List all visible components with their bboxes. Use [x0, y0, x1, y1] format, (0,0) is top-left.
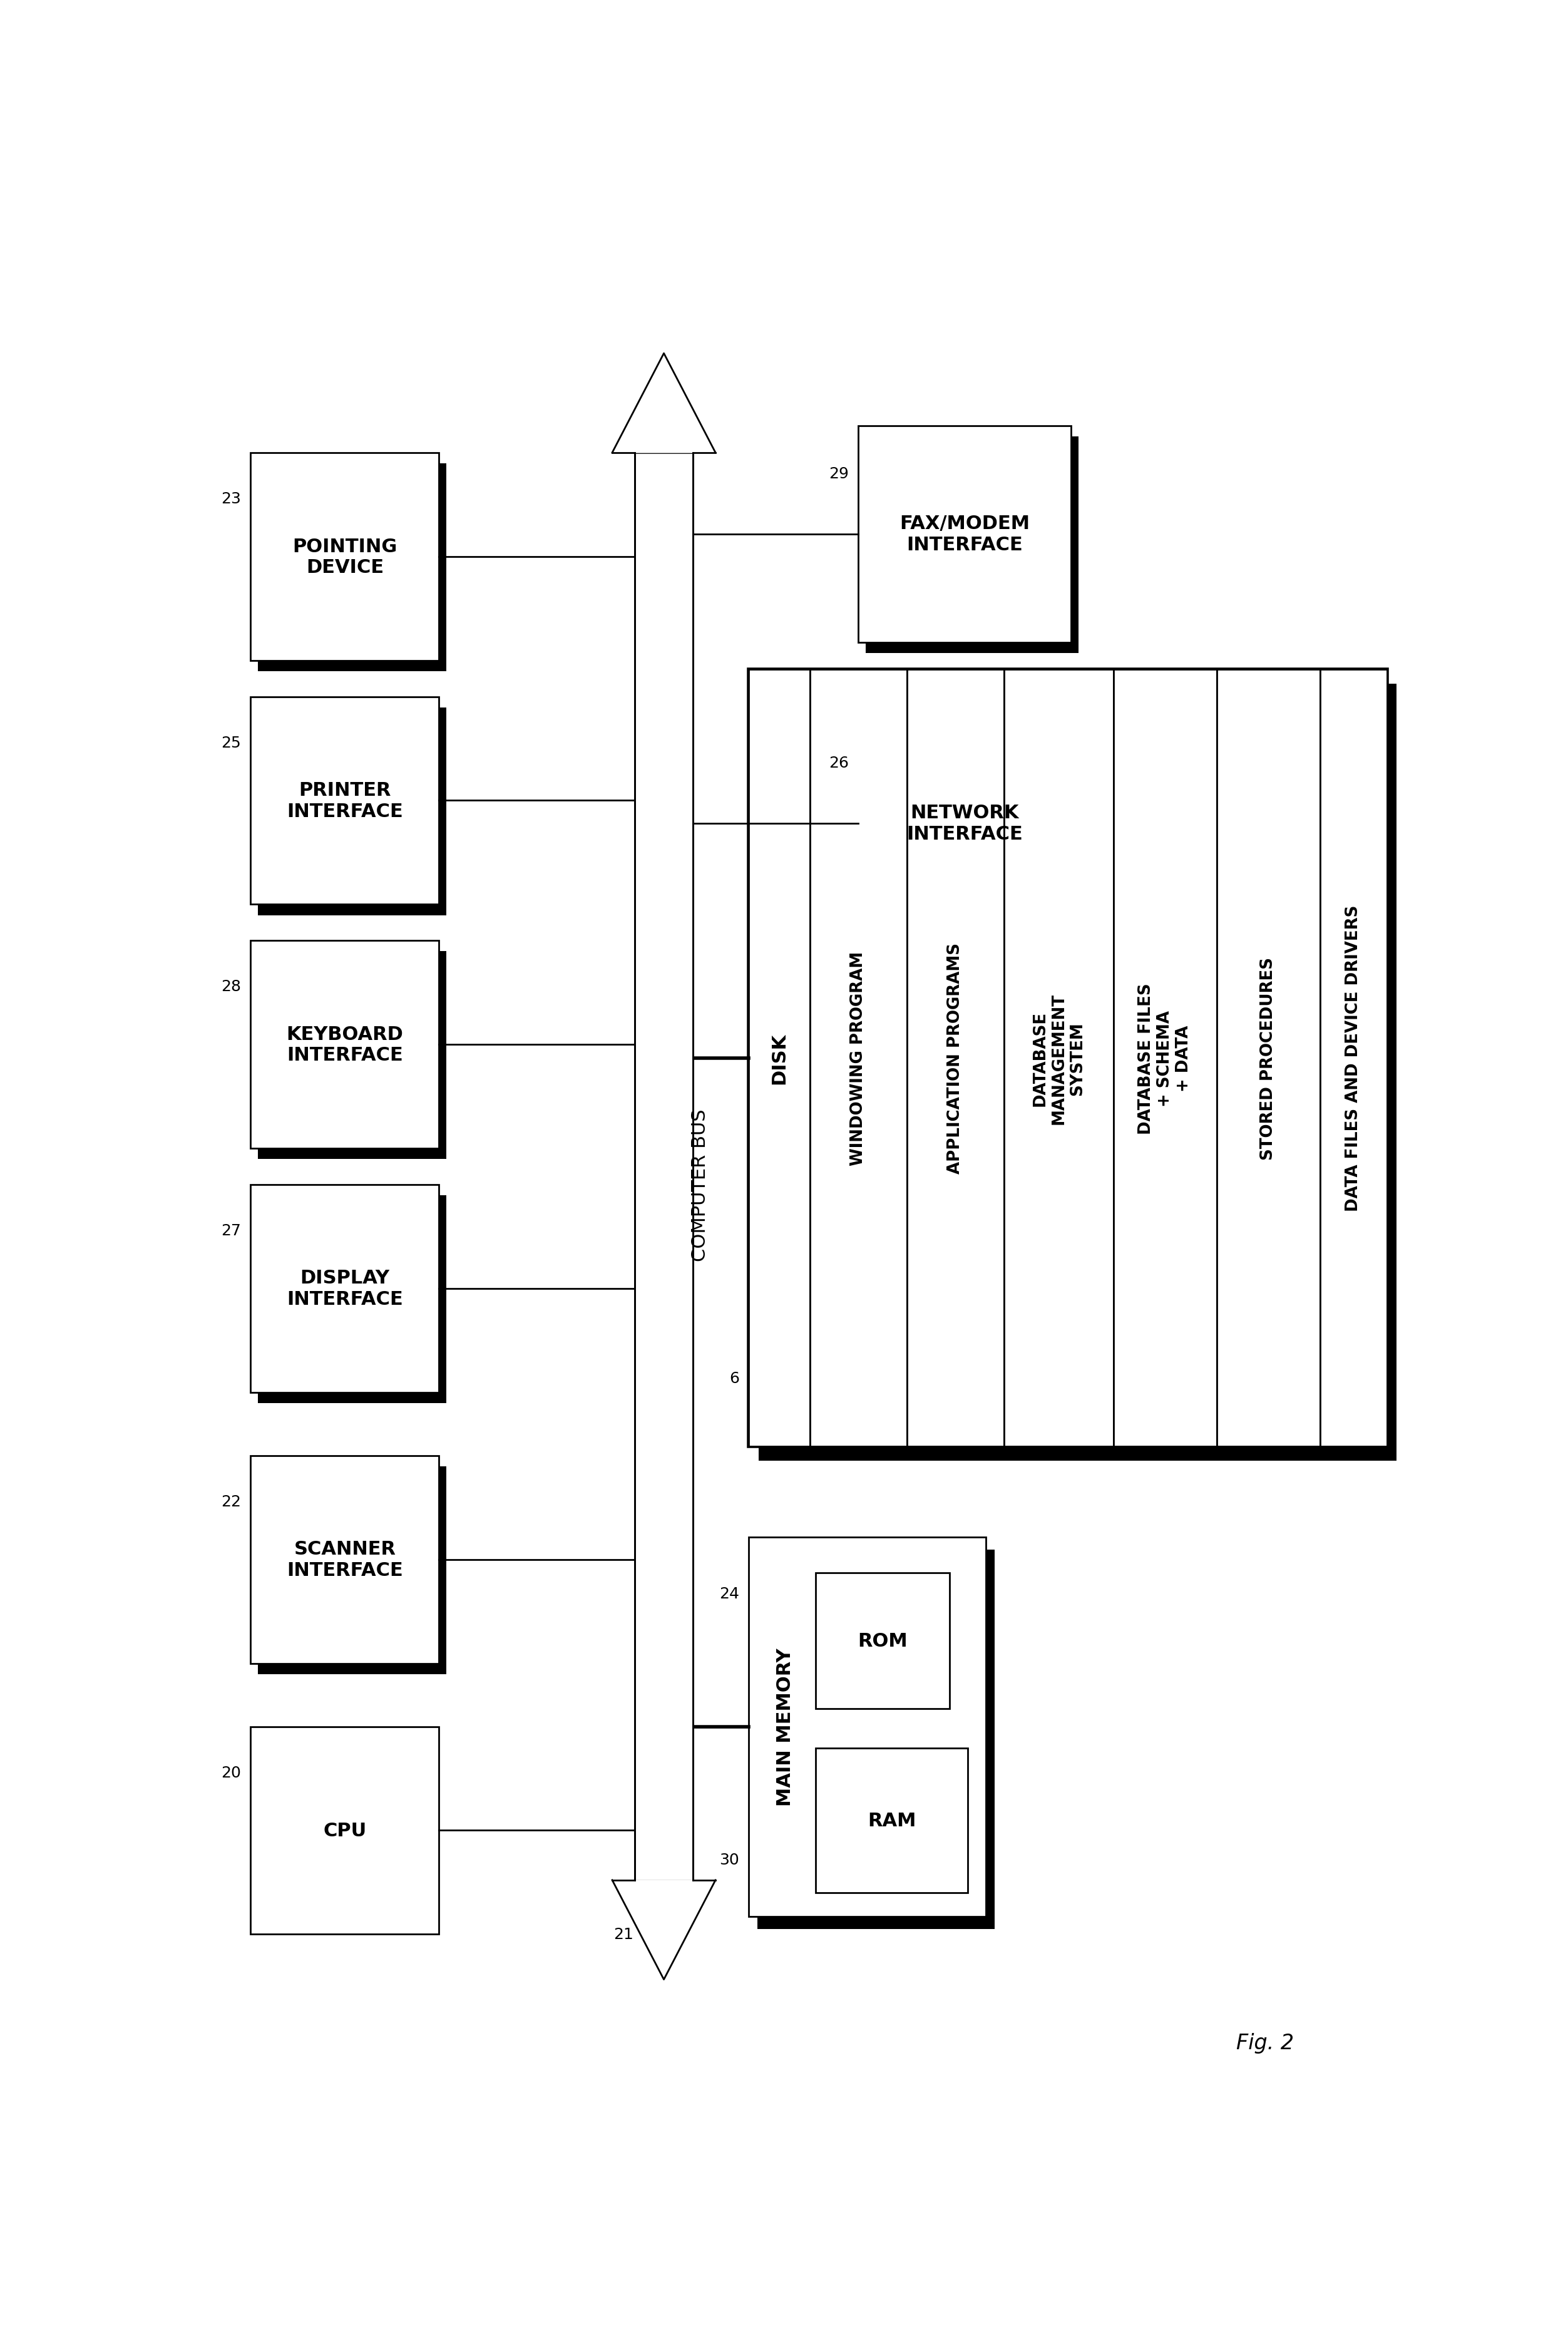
- Bar: [757, 1551, 994, 1928]
- Bar: [251, 1727, 439, 1935]
- Bar: [750, 671, 809, 1447]
- Text: MAIN MEMORY: MAIN MEMORY: [776, 1647, 795, 1806]
- Text: COMPUTER BUS: COMPUTER BUS: [691, 1107, 709, 1262]
- Text: POINTING
DEVICE: POINTING DEVICE: [293, 537, 397, 577]
- Bar: [815, 1574, 950, 1708]
- Polygon shape: [612, 354, 715, 453]
- Text: 21: 21: [613, 1926, 633, 1942]
- Text: 20: 20: [221, 1764, 241, 1781]
- Text: RAM: RAM: [867, 1811, 916, 1830]
- Text: 25: 25: [221, 734, 241, 751]
- Text: CPU: CPU: [323, 1820, 367, 1839]
- Text: ROM: ROM: [858, 1633, 908, 1649]
- Bar: [809, 671, 906, 1447]
- Text: 22: 22: [221, 1494, 241, 1508]
- Bar: [251, 941, 439, 1150]
- Text: 27: 27: [221, 1222, 241, 1239]
- Text: DATA FILES AND DEVICE DRIVERS: DATA FILES AND DEVICE DRIVERS: [1345, 906, 1361, 1211]
- Text: NETWORK
INTERFACE: NETWORK INTERFACE: [906, 805, 1022, 842]
- Bar: [251, 453, 439, 662]
- Bar: [858, 716, 1071, 931]
- Text: SCANNER
INTERFACE: SCANNER INTERFACE: [287, 1539, 403, 1579]
- Bar: [251, 697, 439, 906]
- Bar: [906, 671, 1004, 1447]
- Text: PRINTER
INTERFACE: PRINTER INTERFACE: [287, 781, 403, 821]
- Text: DISPLAY
INTERFACE: DISPLAY INTERFACE: [287, 1269, 403, 1309]
- Text: Fig. 2: Fig. 2: [1237, 2032, 1294, 2053]
- Bar: [259, 708, 447, 915]
- Text: 24: 24: [720, 1586, 739, 1602]
- Bar: [251, 1455, 439, 1663]
- Bar: [1217, 671, 1320, 1447]
- Bar: [866, 725, 1079, 943]
- Bar: [866, 436, 1079, 655]
- Bar: [858, 427, 1071, 643]
- Bar: [1004, 671, 1113, 1447]
- Text: STORED PROCEDURES: STORED PROCEDURES: [1261, 957, 1276, 1159]
- Text: 30: 30: [720, 1851, 739, 1867]
- Polygon shape: [612, 1879, 715, 1980]
- Text: DISK: DISK: [770, 1032, 789, 1084]
- Bar: [259, 1466, 447, 1675]
- Bar: [759, 685, 1397, 1462]
- Bar: [750, 1537, 986, 1917]
- Bar: [259, 1196, 447, 1403]
- Bar: [1320, 671, 1386, 1447]
- Text: 29: 29: [828, 467, 848, 481]
- Text: WINDOWING PROGRAM: WINDOWING PROGRAM: [850, 950, 867, 1166]
- Bar: [750, 671, 1386, 1447]
- Text: DATABASE
MANAGEMENT
SYSTEM: DATABASE MANAGEMENT SYSTEM: [1032, 992, 1085, 1124]
- Bar: [259, 465, 447, 671]
- Bar: [259, 952, 447, 1159]
- Text: 26: 26: [828, 755, 848, 769]
- Text: 23: 23: [221, 490, 241, 507]
- Bar: [251, 1185, 439, 1394]
- Bar: [635, 453, 693, 1879]
- Text: FAX/MODEM
INTERFACE: FAX/MODEM INTERFACE: [900, 514, 1030, 554]
- Text: 28: 28: [221, 978, 241, 995]
- Text: 6: 6: [729, 1370, 739, 1386]
- Text: DATABASE FILES
+ SCHEMA
+ DATA: DATABASE FILES + SCHEMA + DATA: [1138, 983, 1192, 1133]
- Text: APPLICATION PROGRAMS: APPLICATION PROGRAMS: [947, 943, 964, 1173]
- Bar: [815, 1748, 967, 1893]
- Bar: [823, 1584, 956, 1720]
- Text: KEYBOARD
INTERFACE: KEYBOARD INTERFACE: [287, 1025, 403, 1065]
- Bar: [1113, 671, 1217, 1447]
